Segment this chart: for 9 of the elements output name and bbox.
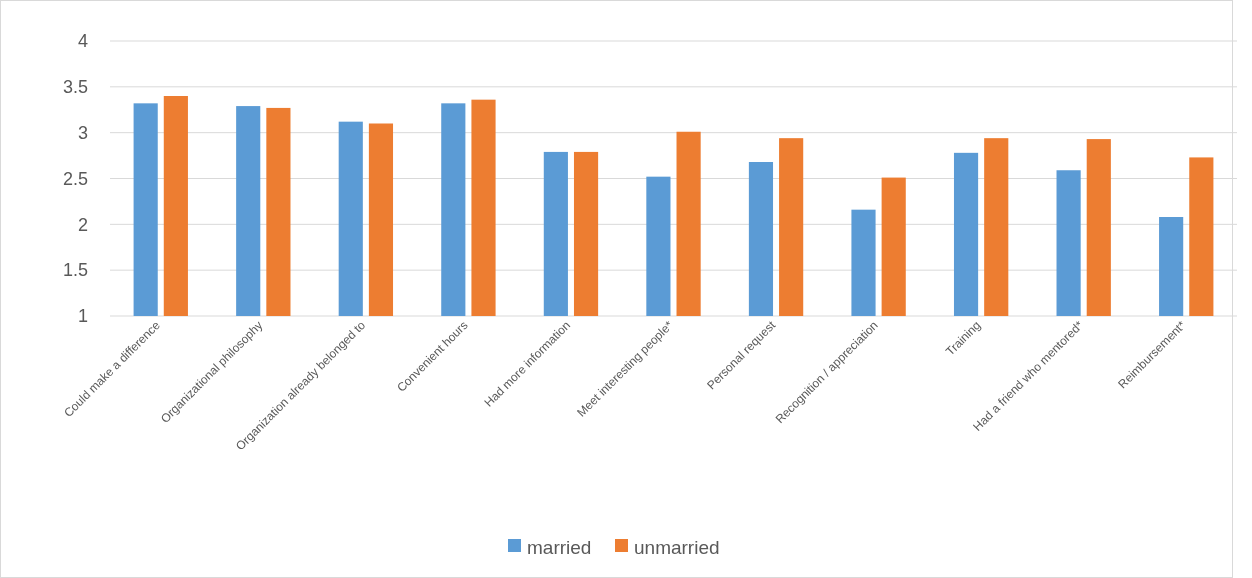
y-tick-label: 2 bbox=[77, 214, 88, 235]
y-tick-label: 3 bbox=[77, 122, 88, 143]
legend-label: unmarried bbox=[634, 536, 720, 558]
y-tick-label: 1.5 bbox=[62, 260, 88, 281]
y-tick-label: 3.5 bbox=[62, 77, 88, 98]
legend-label: married bbox=[527, 536, 592, 558]
y-tick-label: 2.5 bbox=[62, 168, 88, 189]
y-tick-label: 1 bbox=[77, 306, 88, 327]
y-tick-label: 4 bbox=[77, 31, 88, 52]
